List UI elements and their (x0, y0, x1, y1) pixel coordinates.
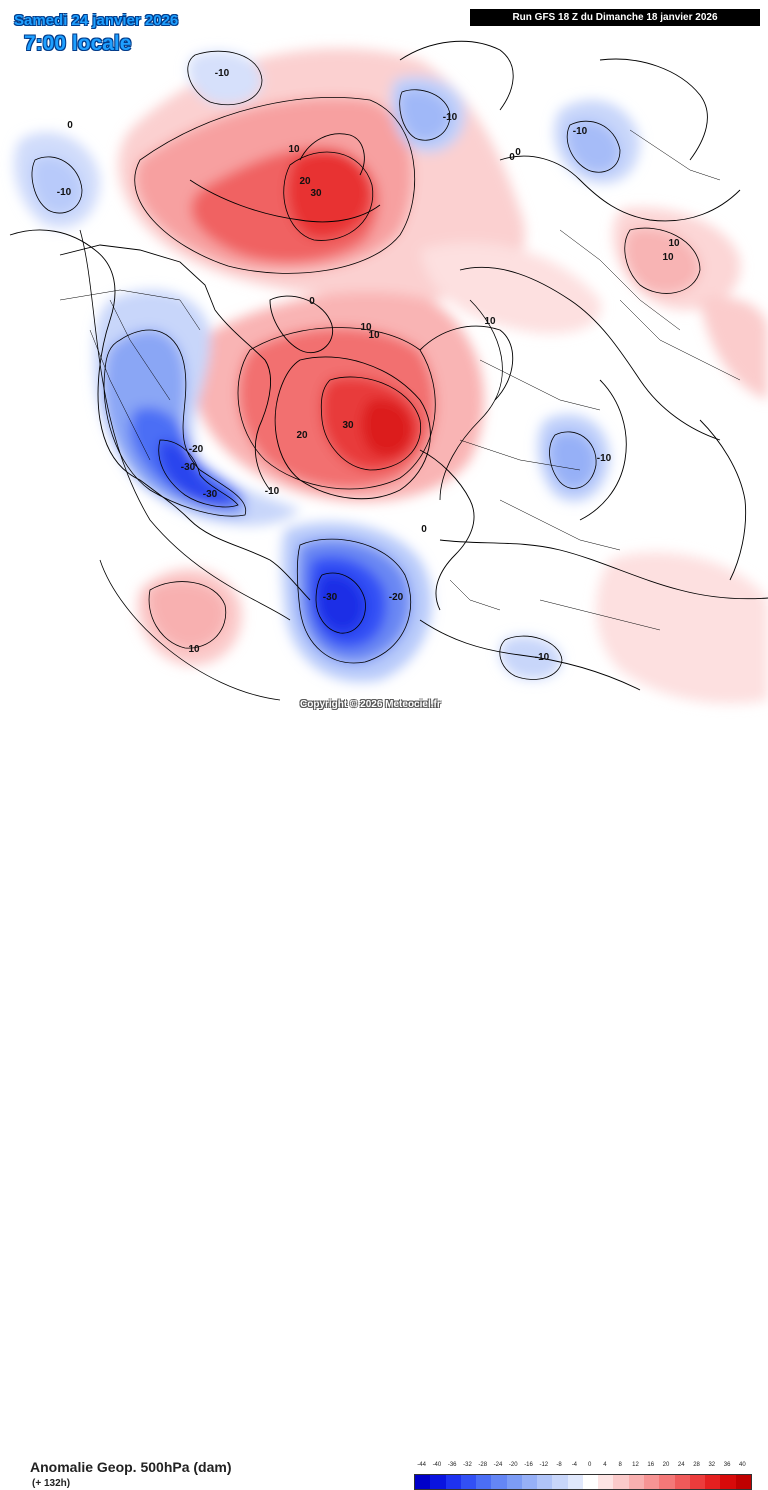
color-scale-label: -44 (417, 1462, 426, 1468)
contour-label: -10 (215, 68, 230, 79)
contour-label: -10 (57, 187, 72, 198)
color-scale-label: 12 (632, 1462, 639, 1468)
color-scale-label: -12 (539, 1462, 549, 1468)
color-scale-cell (674, 1475, 690, 1489)
color-scale-cell (705, 1475, 721, 1489)
color-scale-cell (537, 1475, 553, 1489)
contour-label: -10 (535, 652, 550, 663)
color-scale-label: 0 (587, 1462, 592, 1468)
copyright: Copyright © 2026 Meteociel.fr (300, 699, 441, 710)
color-scale-label: 40 (739, 1462, 746, 1468)
color-scale-cell (552, 1475, 568, 1489)
color-scale-cell (567, 1475, 583, 1489)
color-scale-label: 20 (662, 1462, 670, 1468)
contour-label: 10 (360, 322, 372, 333)
color-scale-cell (689, 1475, 706, 1489)
contour-label: -10 (265, 486, 280, 497)
contour-label: 10 (188, 644, 200, 655)
color-scale (414, 1474, 752, 1490)
contour-label: 10 (484, 316, 496, 327)
anomaly-shading (14, 48, 768, 704)
contour-label: -10 (573, 126, 588, 137)
contour-labels: -10 10 -10 0 0 -10 -10 0 20 30 10 10 10 … (57, 68, 680, 663)
color-scale-label: -24 (493, 1462, 503, 1468)
contour-lines (31, 50, 701, 701)
forecast-step: (+ 132h) (32, 1478, 71, 1489)
color-scale-cell (430, 1475, 446, 1489)
color-scale-label: 16 (647, 1462, 655, 1468)
valid-date: Samedi 24 janvier 2026 (14, 12, 179, 29)
color-scale-label: 36 (723, 1462, 731, 1468)
run-info: Run GFS 18 Z du Dimanche 18 janvier 2026 (470, 9, 760, 26)
contour-label: -20 (389, 592, 404, 603)
political-borders (59, 129, 741, 631)
color-scale-label: 8 (618, 1462, 622, 1468)
color-scale-label: -4 (571, 1462, 578, 1468)
contour-label: -30 (203, 489, 218, 500)
contour-label: -30 (181, 462, 196, 473)
contour-label: 0 (421, 524, 427, 535)
contour-label: 10 (288, 144, 300, 155)
color-scale-labels: -44 -40 -36 -32 -28 -24 -20 -16 -12 -8 -4 0 4 8 12 16 20… (414, 1462, 750, 1472)
color-scale-cell (582, 1475, 599, 1489)
color-scale-label: -28 (478, 1462, 488, 1468)
color-scale-label: -20 (508, 1462, 518, 1468)
contour-label: 20 (296, 430, 308, 441)
color-scale-label: 32 (708, 1462, 716, 1468)
color-scale-label: 24 (677, 1462, 685, 1468)
color-scale-cell (613, 1475, 629, 1489)
color-scale-label: -40 (432, 1462, 442, 1468)
color-scale-cell (643, 1475, 660, 1489)
contour-label: 10 (368, 330, 380, 341)
contour-label: 10 (668, 238, 680, 249)
contour-label: -10 (597, 453, 612, 464)
color-scale-cell (415, 1475, 431, 1489)
color-scale-cell (491, 1475, 507, 1489)
contour-label: 0 (509, 152, 515, 163)
contour-label: 30 (342, 420, 354, 431)
color-scale-cell (476, 1475, 492, 1489)
color-scale-cell (598, 1475, 614, 1489)
color-scale-label: 4 (603, 1462, 607, 1468)
anomaly-map: -10 10 -10 0 0 -10 -10 0 20 30 10 10 10 … (0, 0, 768, 728)
color-scale-label: 28 (693, 1462, 700, 1468)
color-scale-label: -36 (447, 1462, 457, 1468)
contour-label: 0 (515, 147, 521, 158)
color-scale-cell (720, 1475, 736, 1489)
valid-time: 7:00 locale (24, 32, 132, 55)
contour-label: 0 (309, 296, 315, 307)
footer: Anomalie Geop. 500hPa (dam) (+ 132h) -44… (0, 728, 768, 1490)
color-scale-cell (628, 1475, 644, 1489)
color-scale-label: -8 (556, 1462, 562, 1468)
color-scale-cell (460, 1475, 477, 1489)
parameter-title: Anomalie Geop. 500hPa (dam) (30, 1459, 232, 1475)
anomaly-map-svg: -10 10 -10 0 0 -10 -10 0 20 30 10 10 10 … (9, 40, 768, 704)
coastlines (9, 40, 768, 691)
contour-label: 20 (299, 176, 311, 187)
contour-label: 10 (662, 252, 674, 263)
color-scale-cell (521, 1475, 538, 1489)
contour-label: -30 (323, 592, 338, 603)
color-scale-cell (445, 1475, 461, 1489)
color-scale-label: -16 (524, 1462, 533, 1468)
contour-label: -10 (443, 112, 458, 123)
color-scale-cell (506, 1475, 522, 1489)
color-scale-label: -32 (463, 1462, 472, 1468)
contour-label: -20 (189, 444, 204, 455)
contour-label: 0 (67, 120, 73, 131)
color-scale-cell (735, 1475, 751, 1489)
contour-label: 30 (310, 188, 322, 199)
color-scale-cell (659, 1475, 675, 1489)
